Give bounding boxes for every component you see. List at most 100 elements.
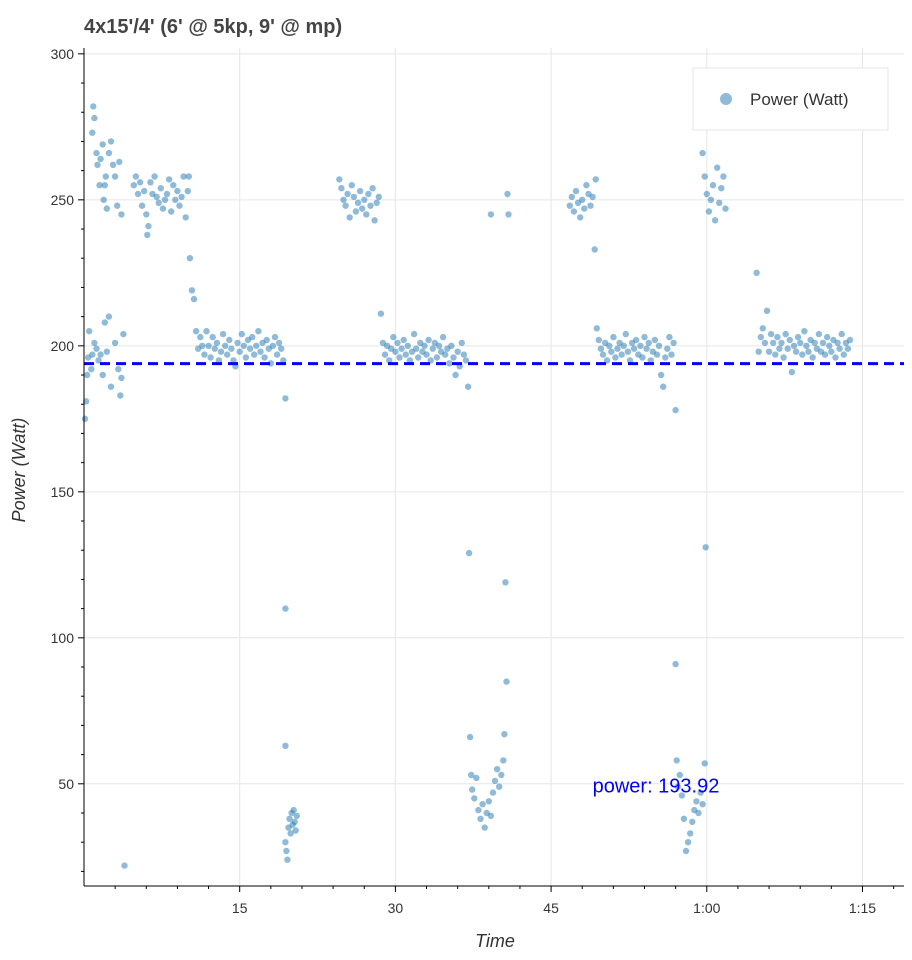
data-point bbox=[390, 333, 397, 341]
data-point bbox=[286, 815, 293, 822]
data-point bbox=[653, 351, 661, 358]
data-point bbox=[503, 678, 510, 685]
data-point bbox=[392, 348, 399, 355]
data-point bbox=[102, 173, 110, 180]
data-point bbox=[94, 161, 101, 168]
data-point bbox=[371, 217, 378, 224]
data-point bbox=[340, 196, 347, 203]
data-point bbox=[660, 383, 667, 390]
data-point bbox=[215, 357, 223, 364]
data-point bbox=[794, 333, 802, 341]
data-point bbox=[568, 193, 575, 201]
data-point bbox=[815, 330, 823, 338]
data-point bbox=[118, 374, 125, 382]
data-point bbox=[674, 783, 681, 790]
data-point bbox=[462, 357, 470, 364]
data-point bbox=[718, 185, 725, 192]
data-point bbox=[643, 345, 650, 352]
data-point bbox=[161, 196, 169, 203]
data-point bbox=[257, 348, 264, 355]
data-point bbox=[402, 351, 409, 358]
x-tick-label: 1:15 bbox=[849, 900, 876, 916]
data-point bbox=[504, 190, 511, 198]
data-point bbox=[673, 757, 680, 764]
data-point bbox=[234, 339, 241, 347]
data-point bbox=[201, 351, 208, 358]
data-point bbox=[716, 199, 723, 206]
data-point bbox=[88, 366, 95, 373]
data-point bbox=[454, 348, 461, 355]
data-point bbox=[687, 830, 694, 837]
data-point bbox=[207, 354, 214, 361]
data-point bbox=[844, 345, 852, 352]
data-point bbox=[86, 328, 93, 335]
data-point bbox=[772, 351, 779, 358]
data-point bbox=[209, 333, 216, 341]
data-point bbox=[228, 345, 235, 352]
data-point bbox=[676, 771, 683, 779]
data-point bbox=[824, 333, 831, 341]
data-point bbox=[283, 847, 290, 855]
data-point bbox=[217, 348, 225, 355]
data-point bbox=[603, 357, 611, 364]
data-point bbox=[805, 348, 812, 355]
data-point bbox=[253, 342, 260, 349]
data-point bbox=[143, 211, 150, 218]
data-point bbox=[99, 141, 106, 148]
data-point bbox=[465, 549, 473, 557]
data-point bbox=[670, 339, 677, 347]
data-point bbox=[458, 339, 465, 347]
data-point bbox=[689, 818, 696, 825]
data-point bbox=[678, 792, 686, 799]
data-point bbox=[589, 193, 596, 201]
data-point bbox=[591, 246, 598, 253]
data-point bbox=[479, 801, 486, 808]
data-point bbox=[448, 342, 455, 349]
data-point bbox=[577, 214, 584, 221]
chart-title: 4x15'/4' (6' @ 5kp, 9' @ mp) bbox=[84, 16, 343, 38]
data-point bbox=[396, 354, 403, 361]
data-point bbox=[255, 328, 262, 335]
data-point bbox=[293, 812, 300, 820]
data-point bbox=[182, 214, 189, 221]
data-point bbox=[275, 339, 283, 347]
data-point bbox=[811, 339, 818, 347]
data-point bbox=[269, 342, 277, 349]
data-point bbox=[163, 190, 171, 198]
data-point bbox=[481, 824, 488, 831]
data-point bbox=[170, 182, 177, 189]
data-point bbox=[190, 295, 198, 303]
data-point bbox=[159, 205, 167, 212]
data-point bbox=[89, 351, 96, 358]
data-point bbox=[105, 313, 113, 320]
data-point bbox=[95, 357, 102, 364]
x-axis-label: Time bbox=[475, 931, 515, 951]
data-point bbox=[367, 202, 374, 209]
data-point bbox=[714, 164, 721, 171]
data-point bbox=[672, 406, 679, 414]
data-point bbox=[249, 333, 256, 341]
data-point bbox=[491, 777, 499, 785]
data-point bbox=[776, 345, 783, 352]
data-point bbox=[291, 818, 298, 825]
data-point bbox=[579, 196, 586, 203]
data-point bbox=[188, 287, 196, 294]
data-point bbox=[115, 366, 122, 373]
data-point bbox=[178, 193, 185, 201]
data-point bbox=[630, 345, 638, 352]
data-point bbox=[89, 129, 96, 136]
data-point bbox=[116, 158, 123, 166]
data-point bbox=[172, 196, 179, 203]
data-point bbox=[145, 222, 152, 230]
data-point bbox=[421, 342, 428, 349]
data-point bbox=[505, 211, 512, 218]
data-point bbox=[452, 371, 459, 379]
data-point bbox=[377, 310, 385, 317]
data-point bbox=[203, 328, 210, 335]
data-point bbox=[570, 208, 578, 215]
data-point bbox=[280, 357, 287, 364]
data-point bbox=[263, 336, 270, 344]
data-point bbox=[803, 342, 810, 349]
data-point bbox=[641, 333, 648, 341]
grid-layer bbox=[84, 48, 904, 886]
